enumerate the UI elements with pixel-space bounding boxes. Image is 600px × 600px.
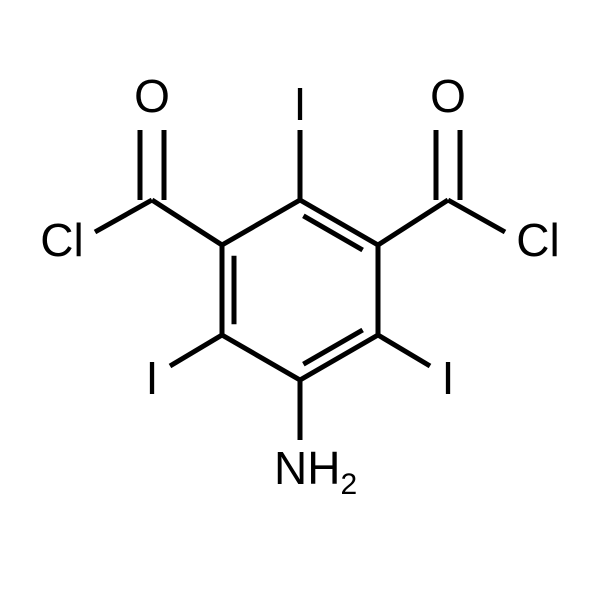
atom-O-left: O [134, 70, 170, 122]
atom-I-top: I [294, 78, 307, 130]
bond [448, 200, 505, 232]
bond [95, 200, 152, 232]
molecule-diagram: O O Cl Cl I I I NH2 [0, 0, 600, 600]
atom-I-left: I [146, 352, 159, 404]
atom-O-right: O [430, 70, 466, 122]
atom-Cl-right: Cl [516, 214, 559, 266]
atom-I-right: I [442, 352, 455, 404]
atom-NH2: NH2 [274, 442, 357, 501]
bond [222, 200, 300, 245]
bond [378, 200, 448, 245]
bond [170, 335, 222, 366]
bond [152, 200, 222, 245]
bond [378, 335, 430, 366]
bond [222, 335, 300, 380]
atom-Cl-left: Cl [40, 214, 83, 266]
